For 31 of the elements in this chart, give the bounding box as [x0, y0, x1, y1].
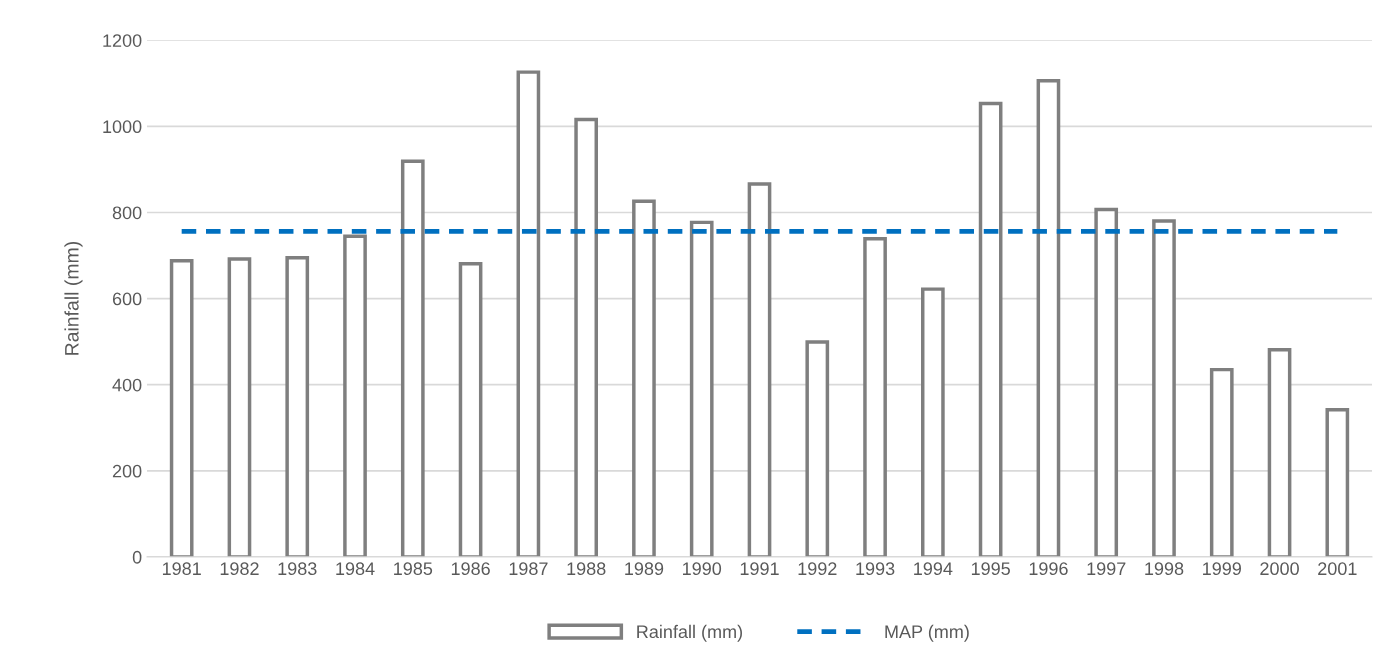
- x-tick-label: 1988: [567, 562, 606, 576]
- legend-label: Rainfall (mm): [637, 624, 742, 642]
- x-tick-label: 1993: [856, 562, 895, 576]
- x-tick-label: 1998: [1145, 562, 1184, 576]
- x-tick-label: 2001: [1318, 562, 1357, 576]
- y-tick-label: 600: [112, 292, 142, 306]
- x-tick-label: 1992: [798, 562, 837, 576]
- x-tick-label: 1995: [971, 562, 1010, 576]
- legend-label: MAP (mm): [885, 624, 969, 642]
- x-tick-label: 1999: [1203, 562, 1241, 576]
- x-tick-label: 1985: [394, 562, 433, 576]
- x-tick-label: 1986: [451, 562, 490, 576]
- x-tick-label: 1981: [162, 562, 201, 576]
- x-tick-label: 1994: [914, 562, 953, 576]
- y-axis-title: Rainfall (mm): [64, 242, 83, 355]
- x-tick-label: 1997: [1087, 562, 1126, 576]
- x-tick-label: 1982: [220, 562, 259, 576]
- y-tick-label: 400: [112, 378, 142, 392]
- y-tick-label: 1200: [103, 34, 142, 47]
- x-tick-label: 1990: [683, 562, 722, 576]
- x-tick-label: 1989: [625, 562, 664, 576]
- x-tick-label: 1996: [1029, 562, 1068, 576]
- x-tick-label: 1991: [740, 562, 779, 576]
- x-tick-label: 1987: [509, 562, 548, 576]
- y-tick-label: 200: [112, 464, 142, 478]
- x-tick-label: 1983: [278, 562, 317, 576]
- x-tick-label: 2000: [1260, 562, 1299, 576]
- x-tick-label: 1984: [336, 562, 375, 576]
- y-tick-label: 800: [112, 206, 142, 220]
- y-tick-label: 0: [132, 550, 142, 564]
- y-tick-label: 1000: [103, 120, 142, 134]
